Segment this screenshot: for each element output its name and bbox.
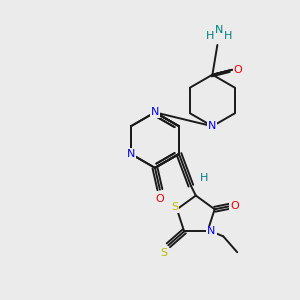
Text: O: O xyxy=(155,194,164,203)
Text: O: O xyxy=(230,201,239,211)
Text: N: N xyxy=(215,25,224,35)
Text: H: H xyxy=(206,31,214,41)
Text: N: N xyxy=(127,149,135,159)
Text: H: H xyxy=(224,31,232,41)
Text: N: N xyxy=(208,121,217,131)
Text: S: S xyxy=(171,202,178,212)
Text: S: S xyxy=(160,248,167,258)
Text: N: N xyxy=(151,107,159,117)
Text: O: O xyxy=(234,65,243,75)
Text: H: H xyxy=(200,173,208,183)
Text: N: N xyxy=(207,226,216,236)
